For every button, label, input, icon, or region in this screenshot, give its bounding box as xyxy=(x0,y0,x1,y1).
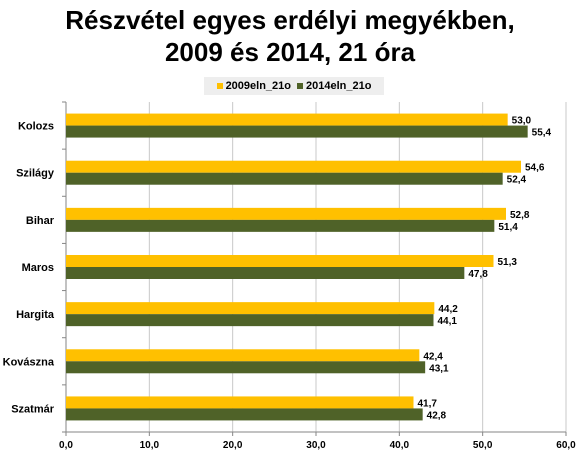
bar-2009 xyxy=(66,160,521,173)
x-tick-label: 10,0 xyxy=(140,440,160,451)
x-tick-label: 40,0 xyxy=(390,440,410,451)
category-label: Bihar xyxy=(26,215,55,227)
bar-2009 xyxy=(66,349,420,362)
bar-2014 xyxy=(66,361,426,374)
legend-item-2009: 2009eln_21o xyxy=(216,80,291,92)
data-label: 47,8 xyxy=(468,269,488,280)
data-label: 54,6 xyxy=(525,163,545,174)
data-label: 53,0 xyxy=(512,116,532,127)
data-label: 44,1 xyxy=(438,316,458,327)
bar-2014 xyxy=(66,125,528,138)
x-tick-label: 50,0 xyxy=(473,440,493,451)
category-label: Szatmár xyxy=(11,403,55,415)
data-label: 44,2 xyxy=(438,304,458,315)
legend-swatch-2014 xyxy=(297,83,303,89)
legend-item-2014: 2014eln_21o xyxy=(297,80,371,92)
category-label: Szilágy xyxy=(16,168,55,180)
chart-title-line-1: Részvétel egyes erdélyi megyékben, xyxy=(65,5,515,35)
chart-title-line-2: 2009 és 2014, 21 óra xyxy=(164,37,416,67)
bar-2009 xyxy=(66,207,506,220)
bar-2014 xyxy=(66,219,495,232)
category-label: Kolozs xyxy=(18,121,54,133)
bar-2014 xyxy=(66,172,503,185)
data-label: 52,4 xyxy=(507,175,527,186)
bar-2009 xyxy=(66,113,508,126)
bar-2014 xyxy=(66,408,423,421)
legend-label-2009: 2009eln_21o xyxy=(225,80,291,92)
x-tick-label: 60,0 xyxy=(556,440,576,451)
category-label: Kovászna xyxy=(3,356,55,368)
data-label: 51,3 xyxy=(498,257,518,268)
category-label: Maros xyxy=(22,262,54,274)
data-label: 41,7 xyxy=(418,398,438,409)
data-label: 52,8 xyxy=(510,210,530,221)
category-label: Hargita xyxy=(16,309,55,321)
bar-2014 xyxy=(66,267,465,279)
bar-2009 xyxy=(66,302,435,315)
data-label: 43,1 xyxy=(429,363,449,374)
legend-swatch-2009 xyxy=(216,83,223,89)
bar-2009 xyxy=(66,396,414,409)
legend-label-2014: 2014eln_21o xyxy=(306,80,372,92)
data-label: 55,4 xyxy=(532,128,552,139)
data-label: 51,4 xyxy=(498,222,518,233)
chart-title: Részvétel egyes erdélyi megyékben, 2009 … xyxy=(0,4,580,68)
bar-2009 xyxy=(66,255,494,267)
legend: 2009eln_21o 2014eln_21o xyxy=(204,77,384,95)
data-label: 42,8 xyxy=(427,410,447,421)
x-tick-label: 0,0 xyxy=(59,440,73,451)
x-tick-label: 30,0 xyxy=(306,440,326,451)
data-label: 42,4 xyxy=(423,351,443,362)
x-tick-label: 20,0 xyxy=(223,440,243,451)
bar-2014 xyxy=(66,314,434,327)
